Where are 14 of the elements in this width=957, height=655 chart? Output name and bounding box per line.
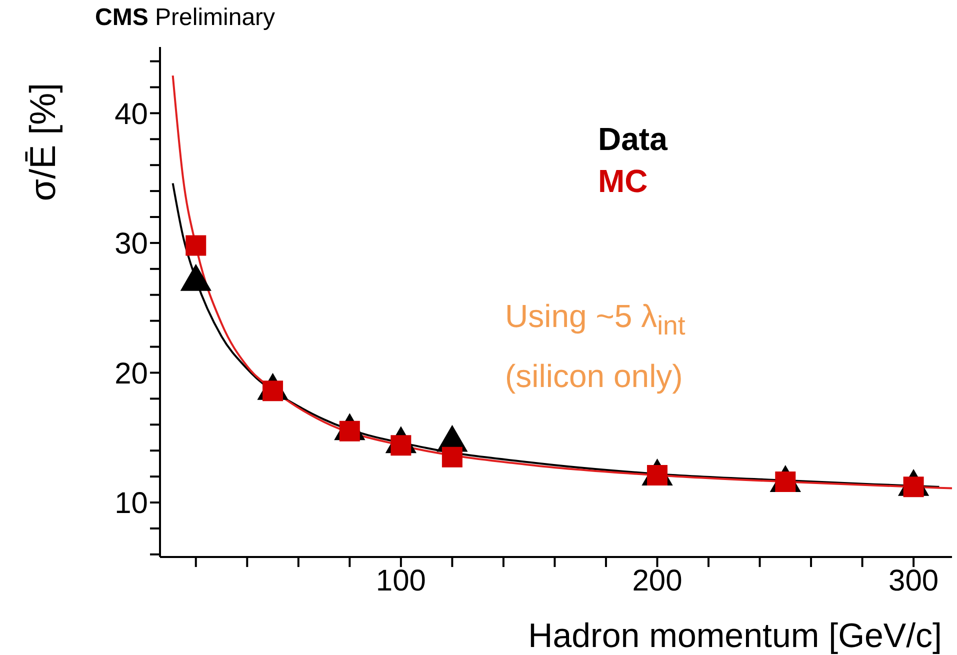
chart-title: CMS Preliminary	[95, 4, 276, 32]
y-axis-title: σ/Ē [%]	[22, 82, 63, 202]
x-tick-label: 100	[376, 564, 426, 598]
annotation: Using ~5 λ$_{int}$	[505, 298, 686, 342]
text: Data	[598, 120, 668, 159]
annotation: (silicon only)	[505, 358, 683, 395]
text: MC	[598, 162, 649, 201]
y-tick-label: 30	[114, 228, 148, 261]
y-tick-label: 10	[114, 487, 148, 520]
y-tick-label: 20	[114, 357, 148, 390]
x-axis-title: Hadron momentum [GeV/c]	[528, 617, 942, 655]
x-tick-label: 300	[888, 564, 939, 598]
y-tick-label: 40	[114, 98, 148, 131]
x-tick-label: 200	[632, 564, 682, 598]
